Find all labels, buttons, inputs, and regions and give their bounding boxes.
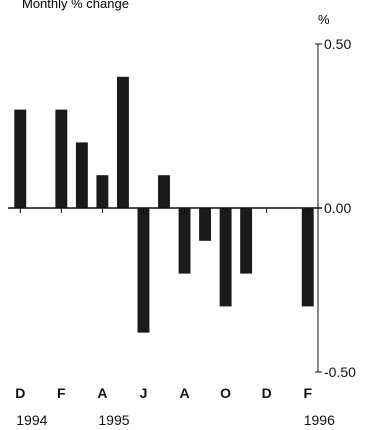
bar-1995-08	[178, 208, 191, 274]
y-tick-label-0.00: 0.00	[324, 200, 351, 216]
x-tick-label-1996-02: F	[303, 385, 312, 401]
bar-1995-04	[96, 175, 109, 208]
bar-1996-02	[301, 208, 314, 307]
labels-group: 0.50 0.00 -0.50 D F A J A O D F 1994 1995 1996	[15, 36, 356, 428]
x-tick-label-1995-06: J	[140, 385, 148, 401]
year-label-1996: 1996	[304, 412, 335, 428]
bar-1995-05	[116, 76, 129, 208]
y-tick-label--0.50: -0.50	[324, 364, 356, 380]
bar-1995-10	[219, 208, 232, 307]
y-tick-label-0.50: 0.50	[324, 36, 351, 52]
x-tick-label-1995-08: A	[179, 385, 189, 401]
chart-title: Monthly % change	[22, 0, 129, 11]
bar-1995-03	[75, 142, 88, 208]
bar-1995-09	[199, 208, 212, 241]
bar-1995-11	[240, 208, 253, 274]
bars-group	[14, 76, 314, 333]
axes-group	[8, 43, 322, 373]
y-unit-label: %	[318, 12, 330, 27]
bar-1995-07	[158, 175, 170, 208]
bar-1995-06	[137, 208, 150, 333]
x-tick-label-1995-10: O	[220, 385, 231, 401]
x-tick-label-1995-04: A	[97, 385, 107, 401]
year-label-1995: 1995	[98, 412, 129, 428]
year-label-1994: 1994	[16, 412, 47, 428]
x-tick-label-1994-12: D	[15, 385, 25, 401]
x-tick-label-1995-02: F	[57, 385, 66, 401]
bar-1994-12	[14, 109, 27, 208]
bar-1995-02	[55, 109, 68, 208]
x-tick-label-1995-12: D	[262, 385, 272, 401]
